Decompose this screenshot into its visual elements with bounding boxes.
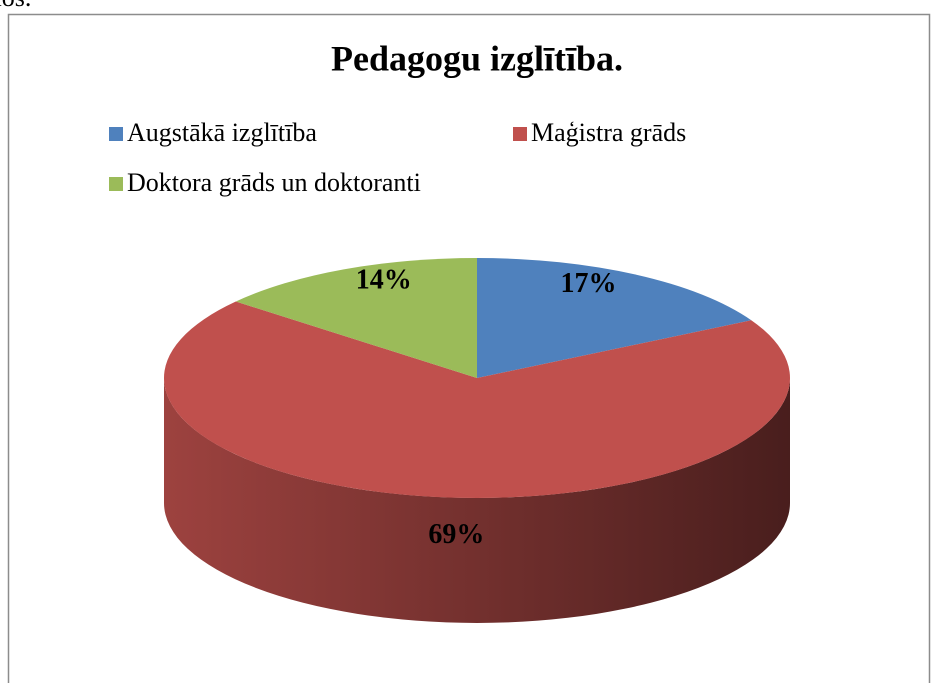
slice-side: [164, 378, 790, 623]
legend-swatch: [513, 127, 527, 141]
slice: [235, 258, 477, 378]
legend-swatch: [109, 127, 123, 141]
legend-swatch: [109, 177, 123, 191]
slice: [477, 258, 752, 378]
slice: [163, 301, 791, 498]
legend-label: Maģistra grāds: [531, 118, 686, 147]
data-label: 69%: [428, 519, 484, 550]
legend-label: Augstākā izglītība: [127, 118, 317, 147]
data-label: 17%: [561, 268, 617, 299]
page-text: amos.: [0, 0, 31, 12]
chart-frame: [7, 13, 931, 683]
data-label: 14%: [356, 264, 412, 295]
legend-label: Doktora grāds un doktoranti: [127, 168, 421, 197]
chart-title: Pedagogu izglītība.: [331, 38, 623, 78]
